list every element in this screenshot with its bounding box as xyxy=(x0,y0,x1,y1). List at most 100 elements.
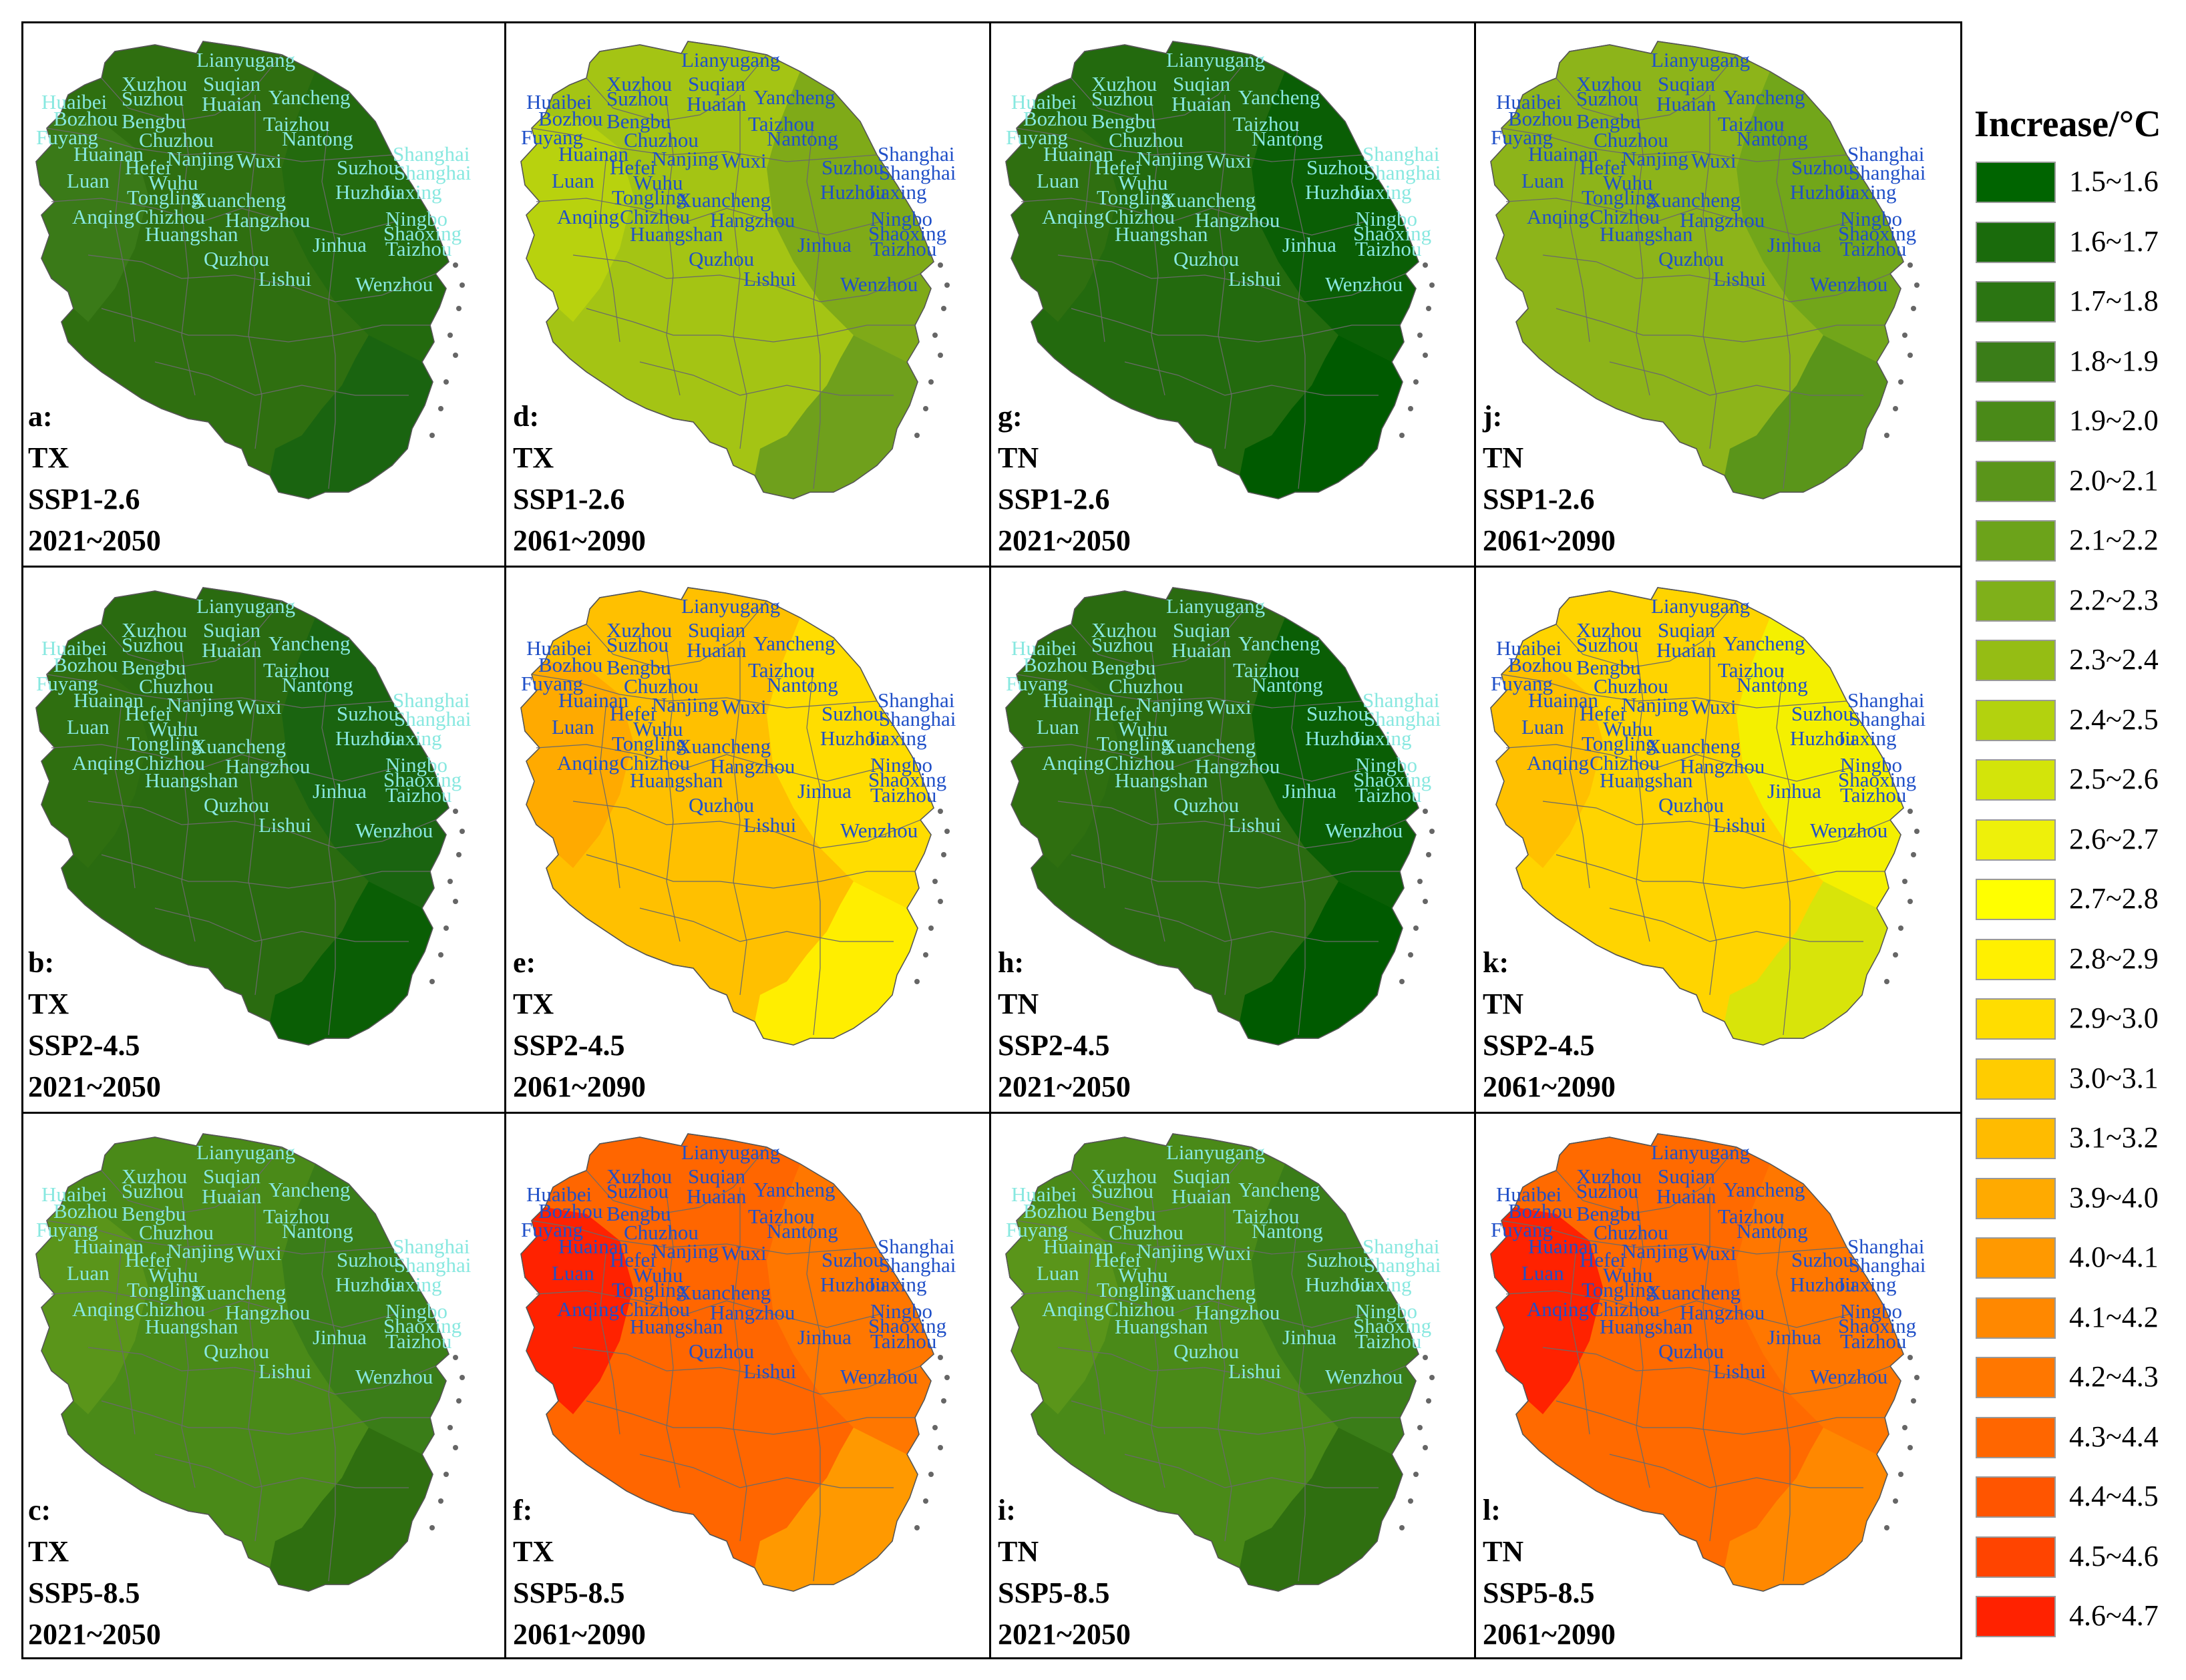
city-label: Yancheng xyxy=(268,1178,351,1201)
coastal-island xyxy=(1399,1525,1405,1530)
city-label: Chuzhou xyxy=(1109,674,1183,698)
city-label: Yancheng xyxy=(1238,632,1320,655)
city-label: Huaibei xyxy=(41,636,108,660)
city-label: Anqing xyxy=(557,205,619,228)
region-outline xyxy=(35,41,449,499)
region-map xyxy=(520,587,950,1046)
city-label: Huainan xyxy=(1043,142,1114,166)
city-border xyxy=(1702,1187,1717,1542)
panel-period: 2061~2090 xyxy=(513,1070,646,1103)
city-label: Anqing xyxy=(1042,751,1104,775)
city-label: Anqing xyxy=(557,751,619,775)
region-east-fill xyxy=(1737,71,1903,362)
city-label: Lianyugang xyxy=(681,594,781,618)
city-label: Jinhua xyxy=(1282,779,1336,803)
city-label: Fuyang xyxy=(1006,672,1068,695)
city-label: Wuhu xyxy=(148,717,198,741)
panel-variable: TX xyxy=(513,988,554,1020)
city-label: Huzhou xyxy=(1790,180,1856,204)
legend-label: 2.5~2.6 xyxy=(2069,763,2159,795)
city-border xyxy=(599,700,620,889)
city-label: Nanjing xyxy=(1622,1239,1688,1263)
legend-swatch xyxy=(1976,998,2056,1040)
city-border xyxy=(1556,854,1885,889)
city-label: Huainan xyxy=(1528,1235,1599,1258)
city-label: Suqian xyxy=(688,72,746,95)
city-label: Tongling xyxy=(127,186,202,209)
region-outline xyxy=(1005,41,1419,499)
city-label: Shanghai xyxy=(878,1235,955,1258)
coastal-island xyxy=(1429,282,1435,288)
city-label: Nantong xyxy=(282,673,353,696)
city-border xyxy=(806,667,821,1036)
city-label: Yancheng xyxy=(268,85,351,109)
legend-swatch xyxy=(1976,460,2056,502)
city-label: Shaoxing xyxy=(1353,768,1432,791)
coastal-island xyxy=(1914,282,1920,288)
city-label: Huzhou xyxy=(335,180,401,204)
city-label: Huzhou xyxy=(335,1273,401,1296)
legend-label: 1.7~1.8 xyxy=(2069,284,2159,317)
city-label: Jiaxing xyxy=(867,726,927,750)
city-label: Wuhu xyxy=(1603,1263,1653,1287)
coastal-island xyxy=(453,353,458,358)
city-label: Quzhou xyxy=(204,247,270,270)
panel-label: b: TX SSP2-4.5 2021~2050 xyxy=(28,942,161,1108)
city-label: Ningbo xyxy=(870,753,932,777)
city-label: Chuzhou xyxy=(1109,1221,1183,1244)
panel-id: b: xyxy=(28,946,55,979)
coastal-island xyxy=(1902,333,1907,338)
city-label: Xuzhou xyxy=(606,618,673,642)
city-border xyxy=(1071,1146,1252,1215)
city-border xyxy=(1291,1213,1306,1582)
city-label: Quzhou xyxy=(1658,1339,1724,1363)
legend-label: 2.8~2.9 xyxy=(2069,941,2159,975)
coastal-island xyxy=(443,1472,449,1477)
legend-label: 2.1~2.2 xyxy=(2069,523,2159,556)
city-label: Chuzhou xyxy=(139,674,214,698)
city-border xyxy=(1016,128,1362,162)
city-label: Suqian xyxy=(203,618,261,642)
legend-item: 4.6~4.7 xyxy=(1976,1596,2183,1639)
legend-swatch xyxy=(1976,162,2056,203)
coastal-island xyxy=(447,1425,453,1430)
city-label: Suzhou xyxy=(1091,1179,1153,1203)
panel-id: e: xyxy=(513,946,536,979)
region-outline xyxy=(35,587,449,1046)
legend-label: 1.9~2.0 xyxy=(2069,404,2159,437)
city-border xyxy=(1609,361,1863,396)
city-label: Huaibei xyxy=(526,1183,592,1206)
city-label: Suzhou xyxy=(1791,1248,1853,1271)
city-border xyxy=(1556,1146,1737,1215)
city-border xyxy=(806,1213,821,1582)
coastal-island xyxy=(460,1375,465,1380)
city-label: Shanghai xyxy=(394,707,472,730)
city-label: Shanghai xyxy=(1847,142,1925,166)
city-label: Suqian xyxy=(688,1165,746,1188)
city-label: Suzhou xyxy=(1791,156,1853,179)
city-border xyxy=(586,1146,767,1215)
coastal-island xyxy=(1884,979,1889,984)
city-border xyxy=(1291,121,1306,489)
city-label: Taizhou xyxy=(385,237,452,260)
city-border xyxy=(1702,95,1717,449)
city-label: Wuxi xyxy=(721,1241,767,1265)
panel-label: k: TN SSP2-4.5 2061~2090 xyxy=(1483,942,1616,1108)
coastal-island xyxy=(453,899,458,904)
city-border xyxy=(87,254,436,302)
city-label: Nanjing xyxy=(1137,1239,1204,1263)
legend-swatch xyxy=(1976,520,2056,562)
city-label: Suzhou xyxy=(1791,702,1853,725)
city-label: Shanghai xyxy=(1364,1253,1441,1277)
city-label: Taizhou xyxy=(1718,1205,1785,1228)
city-label: Shanghai xyxy=(1849,161,1926,184)
city-label: Suzhou xyxy=(122,1179,184,1203)
coastal-island xyxy=(1907,1355,1913,1360)
panel-label: c: TX SSP5-8.5 2021~2050 xyxy=(28,1490,161,1655)
city-label: Wenzhou xyxy=(1325,819,1403,842)
city-label: Hefei xyxy=(1095,702,1141,725)
city-border xyxy=(154,1454,409,1488)
city-label: Ningbo xyxy=(1840,1299,1902,1323)
city-border xyxy=(248,95,262,449)
region-south-fill xyxy=(1724,881,1887,1045)
